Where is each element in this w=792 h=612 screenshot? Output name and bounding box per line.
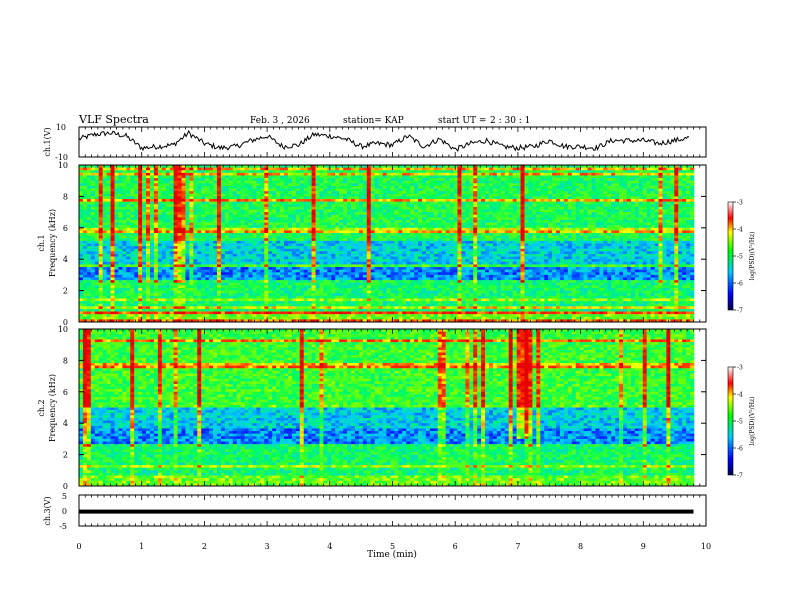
ch3-ytick-mid: 0 — [62, 507, 67, 516]
figure-title: VLF Spectra — [78, 113, 149, 126]
start-time: 2 : 30 : 1 — [490, 116, 530, 126]
ch1-heatmap — [79, 165, 695, 323]
ch1-spec-ylabel: Frequency (kHz) — [48, 209, 57, 277]
ch1-colorbar: -3 -4 -5 -6 -7 log(PSD)(V²/Hz) — [727, 200, 756, 315]
colorbar-tick-label: -5 — [737, 419, 743, 426]
x-tick-label: 7 — [515, 542, 520, 551]
x-tick-label: 6 — [453, 542, 458, 551]
ch1-spec-ytick-label: 6 — [63, 224, 68, 233]
ch1-ytick-bottom: -10 — [55, 153, 68, 162]
ch2-spec-ylabel: Frequency (kHz) — [48, 374, 57, 442]
ch1-spec-title: ch.1 — [37, 234, 46, 251]
colorbar-tick-label: -3 — [737, 365, 743, 372]
ch1-spectrogram-panel: 0 2 4 6 8 10 ch.1 Frequency (kHz) — [37, 161, 707, 327]
x-tick-label: 3 — [265, 542, 270, 551]
ch2-spec-ytick-label: 4 — [63, 419, 68, 428]
ch3-ytick-bottom: -5 — [59, 522, 67, 531]
colorbar-tick-label: -5 — [737, 254, 743, 261]
ch2-spec-title: ch.2 — [37, 399, 46, 416]
ch1-spec-ytick-label: 8 — [63, 192, 68, 201]
colorbar-tick-label: -7 — [737, 473, 743, 480]
start-label: start UT = — [438, 116, 486, 126]
colorbar-tick-label: -6 — [737, 281, 743, 288]
ch3-waveform-ylabel: ch.3(V) — [43, 496, 52, 525]
ch3-ytick-top: 5 — [62, 492, 67, 501]
x-tick-label: 4 — [327, 542, 332, 551]
ch1-waveform-ylabel: ch.1(V) — [43, 127, 52, 156]
ch2-spec-ytick-label: 6 — [63, 388, 68, 397]
ch2-heatmap — [79, 329, 695, 487]
colorbar-tick-label: -6 — [737, 446, 743, 453]
ch1-waveform-line — [78, 129, 690, 152]
ch3-waveform-panel: 5 0 -5 ch.3(V) — [43, 492, 707, 531]
ch2-spec-ytick-label: 10 — [58, 325, 68, 334]
x-tick-label: 1 — [139, 542, 144, 551]
ch2-spectrogram-panel: 0 2 4 6 8 10 ch.2 Frequency (kHz) — [37, 325, 707, 491]
x-axis-label: Time (min) — [367, 549, 417, 560]
x-axis-ticks — [78, 127, 707, 526]
x-tick-label: 8 — [578, 542, 583, 551]
ch2-spec-ytick-label: 8 — [63, 356, 68, 365]
ch1-spec-ytick-label: 4 — [63, 255, 68, 264]
ch1-ytick-top: 10 — [56, 123, 66, 132]
ch2-colorbar-label: log(PSD)(V²/Hz) — [749, 397, 756, 446]
x-tick-label: 9 — [641, 542, 646, 551]
ch1-spec-ytick-label: 0 — [63, 318, 68, 327]
ch1-spec-ytick-label: 2 — [63, 287, 68, 296]
ch2-spec-ytick-label: 2 — [63, 451, 68, 460]
x-tick-label: 10 — [701, 542, 711, 551]
colorbar-tick-label: -4 — [737, 227, 743, 234]
x-tick-label: 5 — [390, 542, 395, 551]
ch3-waveform-band — [79, 509, 694, 514]
x-tick-label: 0 — [76, 542, 81, 551]
ch2-spec-ytick-label: 0 — [63, 482, 68, 491]
ch1-spec-ytick-label: 10 — [58, 161, 68, 170]
colorbar-tick-label: -4 — [737, 392, 743, 399]
ch1-waveform-panel: 10 -10 ch.1(V) — [43, 123, 707, 162]
date-label: Feb. 3 , 2026 — [250, 116, 310, 126]
ch1-colorbar-label: log(PSD)(V²/Hz) — [749, 232, 756, 281]
colorbar-tick-label: -3 — [737, 200, 743, 207]
ch2-colorbar: -3 -4 -5 -6 -7 log(PSD)(V²/Hz) — [727, 365, 756, 480]
x-axis-tick-labels: 0 1 2 3 4 5 6 7 8 9 10 — [76, 542, 711, 551]
station-label: station= KAP — [343, 116, 404, 126]
x-tick-label: 2 — [202, 542, 207, 551]
colorbar-tick-label: -7 — [737, 308, 743, 315]
